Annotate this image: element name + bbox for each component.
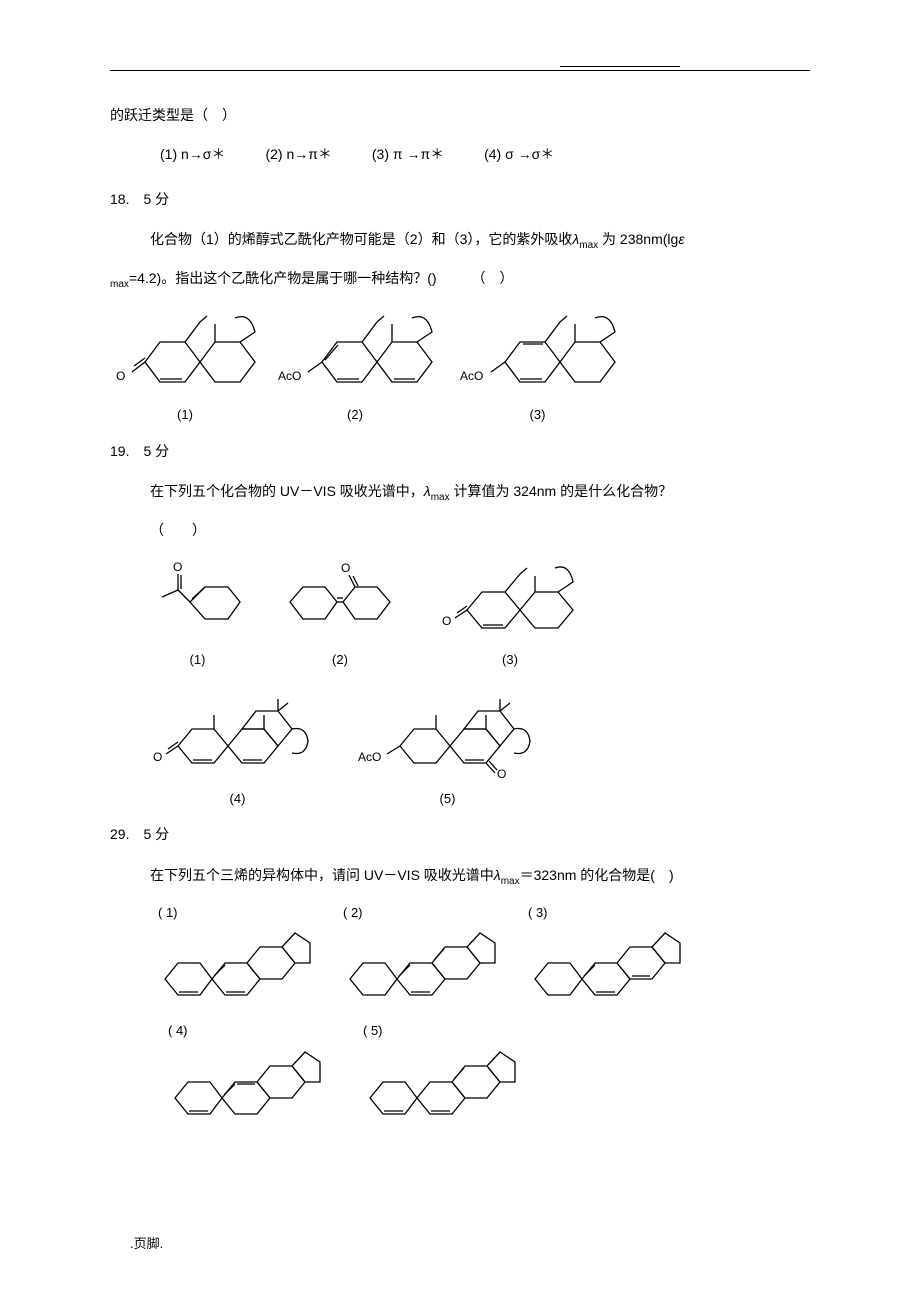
q29-label-3: ( 3) (520, 899, 548, 928)
q29-structures-row1: ( 1) ( 2) (110, 899, 810, 1010)
header-rule (110, 70, 810, 71)
q29-structure-3: ( 3) (520, 899, 685, 1010)
aco-label: AcO (358, 750, 381, 764)
q18-label-1: (1) (177, 401, 193, 430)
molecule-icon: AcO (270, 302, 440, 397)
q19-body: 在下列五个化合物的 UV－VIS 吸收光谱中，λmax 计算值为 324nm 的… (110, 476, 810, 509)
oxygen-label: O (116, 369, 125, 383)
q29-structure-5: ( 5) (355, 1017, 520, 1128)
q19-structure-3: O (3) (435, 552, 585, 675)
q17-opt-4: (4) σ →σ＊ (484, 139, 554, 170)
q29-label-2: ( 2) (335, 899, 363, 928)
document-body: 的跃迁类型是（ ） (1) n→σ＊ (2) n→π＊ (3) π →π＊ (4… (110, 60, 810, 1128)
aco-label: AcO (278, 369, 301, 383)
q19-label-5: (5) (440, 785, 456, 814)
q17-options: (1) n→σ＊ (2) n→π＊ (3) π →π＊ (4) σ →σ＊ (110, 139, 810, 170)
molecule-icon (520, 929, 685, 1009)
q19-structure-5: AcO O (5) (355, 681, 540, 814)
q19-structure-2: O (2) (275, 557, 405, 675)
oxygen-label: O (442, 614, 451, 628)
molecule-icon (355, 1048, 520, 1128)
molecule-icon: O (435, 552, 585, 642)
q19-label-4: (4) (230, 785, 246, 814)
aco-label: AcO (460, 369, 483, 383)
molecule-icon (335, 929, 500, 1009)
molecule-icon: AcO O (355, 681, 540, 781)
oxygen-label: O (153, 750, 162, 764)
molecule-icon (150, 929, 315, 1009)
q19-label-3: (3) (502, 646, 518, 675)
molecule-icon: AcO (450, 302, 625, 397)
molecule-icon: O (275, 557, 405, 642)
q18-body-line1: 化合物（1）的烯醇式乙酰化产物可能是（2）和（3），它的紫外吸收λmax 为 2… (110, 224, 810, 257)
molecule-icon: O (150, 681, 325, 781)
q19-structures-row1: O (1) O (2) (110, 552, 810, 675)
q18-body-line2: max=4.2)。指出这个乙酰化产物是属于哪一种结构？() （ ） (110, 263, 810, 296)
q18-label-3: (3) (530, 401, 546, 430)
q18-structures: O (1) (110, 302, 810, 430)
q29-structure-1: ( 1) (150, 899, 315, 1010)
q18-structure-3: AcO (3) (450, 302, 625, 430)
q29-structure-2: ( 2) (335, 899, 500, 1010)
q19-structures-row2: O (4) (110, 681, 810, 814)
q19-label-2: (2) (332, 646, 348, 675)
q29-structures-row2: ( 4) ( 5) (110, 1017, 810, 1128)
q19-header: 19. 5 分 (110, 436, 810, 467)
q19-structure-4: O (4) (150, 681, 325, 814)
q18-label-2: (2) (347, 401, 363, 430)
q29-structure-4: ( 4) (160, 1017, 325, 1128)
q19-label-1: (1) (190, 646, 206, 675)
q29-body: 在下列五个三烯的异构体中，请问 UV－VIS 吸收光谱中λmax＝323nm 的… (110, 860, 810, 893)
q18-header: 18. 5 分 (110, 184, 810, 215)
q19-paren: （ ） (110, 515, 810, 546)
oxygen-label: O (497, 767, 506, 781)
q29-label-5: ( 5) (355, 1017, 383, 1046)
page-footer: .页脚. (130, 1233, 163, 1252)
q17-opt-3: (3) π →π＊ (372, 139, 444, 170)
q29-label-1: ( 1) (150, 899, 178, 928)
q17-tail-text: 的跃迁类型是（ ） (110, 100, 810, 131)
molecule-icon: O (110, 302, 260, 397)
q29-label-4: ( 4) (160, 1017, 188, 1046)
q29-header: 29. 5 分 (110, 819, 810, 850)
q18-structure-1: O (1) (110, 302, 260, 430)
q19-structure-1: O (1) (150, 557, 245, 675)
molecule-icon (160, 1048, 325, 1128)
oxygen-label: O (173, 560, 182, 574)
oxygen-label: O (341, 561, 350, 575)
molecule-icon: O (150, 557, 245, 642)
q17-opt-1: (1) n→σ＊ (160, 139, 225, 170)
q18-structure-2: AcO (2) (270, 302, 440, 430)
q17-opt-2: (2) n→π＊ (265, 139, 331, 170)
